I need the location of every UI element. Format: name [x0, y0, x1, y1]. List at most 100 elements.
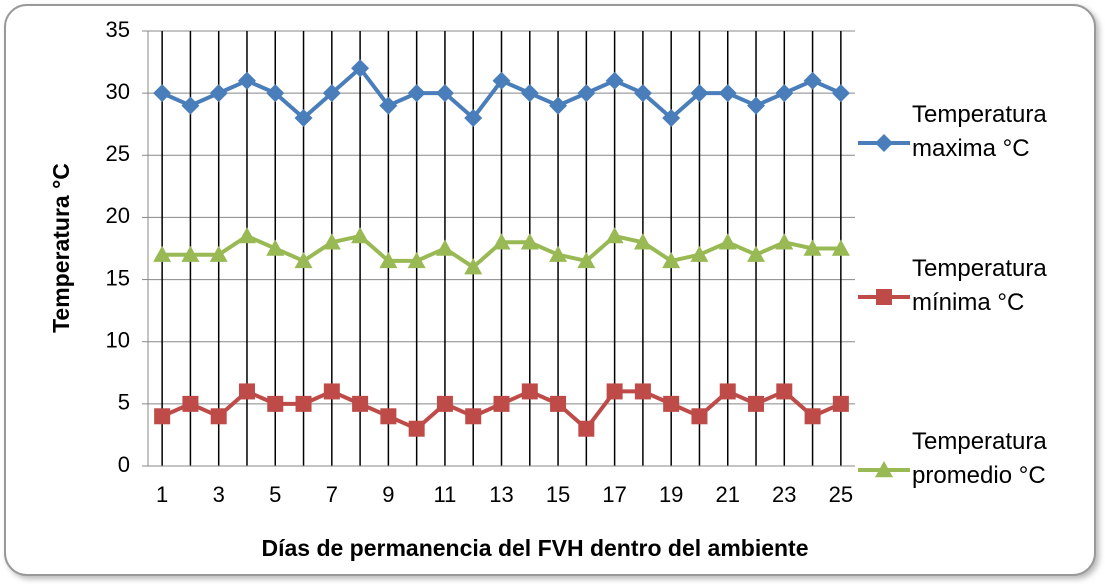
marker: [775, 84, 794, 103]
legend-label: Temperatura promedio °C: [912, 428, 1047, 489]
y-tick-label: 20: [106, 203, 130, 228]
marker: [294, 109, 313, 127]
legend-label: Temperatura maxima °C: [912, 101, 1047, 162]
marker: [352, 395, 369, 412]
legend-item: [858, 134, 910, 152]
marker: [182, 395, 199, 412]
marker: [266, 239, 285, 256]
marker: [464, 258, 483, 275]
x-tick-label: 5: [269, 482, 281, 507]
marker: [662, 109, 681, 127]
marker: [804, 408, 821, 425]
marker: [776, 383, 793, 400]
marker: [831, 239, 850, 256]
marker: [663, 395, 680, 412]
marker: [209, 84, 228, 103]
x-tick-label: 15: [546, 482, 570, 507]
marker: [520, 84, 539, 103]
marker: [435, 239, 454, 256]
marker: [719, 383, 736, 400]
marker: [718, 233, 737, 250]
x-axis-title: Días de permanencia del FVH dentro del a…: [261, 535, 808, 561]
legend-item: [858, 289, 910, 305]
marker: [465, 408, 482, 425]
marker: [294, 251, 313, 269]
marker: [322, 84, 341, 103]
marker: [210, 408, 227, 425]
legend-label: Temperatura mínima °C: [912, 255, 1047, 316]
x-tick-label: 25: [829, 482, 853, 507]
marker: [237, 71, 256, 90]
marker: [803, 71, 822, 90]
marker: [691, 408, 708, 425]
marker: [267, 395, 284, 412]
x-tick-label: 21: [715, 482, 739, 507]
x-tick-label: 17: [602, 482, 626, 507]
marker: [690, 245, 709, 262]
marker: [577, 84, 596, 103]
marker: [492, 233, 511, 250]
x-tick-label: 19: [659, 482, 683, 507]
x-tick-label: 1: [156, 482, 168, 507]
chart-border: [4, 4, 1096, 576]
marker: [633, 84, 652, 103]
marker: [322, 233, 341, 250]
marker: [606, 383, 623, 400]
marker: [379, 96, 398, 115]
marker: [379, 251, 398, 269]
x-tick-label: 9: [382, 482, 394, 507]
marker: [747, 245, 766, 262]
marker: [407, 84, 426, 103]
y-tick-label: 5: [118, 390, 130, 415]
marker: [718, 84, 737, 103]
marker: [408, 420, 425, 437]
marker: [605, 71, 624, 90]
marker: [803, 239, 822, 256]
marker: [747, 96, 766, 115]
marker: [577, 251, 596, 269]
y-axis-title: Temperatura °C: [48, 163, 74, 333]
marker: [493, 395, 510, 412]
marker: [181, 96, 200, 115]
marker: [436, 395, 453, 412]
y-tick-label: 0: [118, 452, 130, 477]
y-tick-label: 30: [106, 79, 130, 104]
marker: [690, 84, 709, 103]
y-tick-label: 15: [106, 265, 130, 290]
legend-marker: [875, 461, 893, 478]
marker: [237, 227, 256, 244]
marker: [521, 383, 538, 400]
x-tick-label: 23: [772, 482, 796, 507]
marker: [832, 395, 849, 412]
x-tick-label: 13: [489, 482, 513, 507]
marker: [549, 245, 568, 262]
legend-marker: [875, 134, 893, 152]
marker: [549, 96, 568, 115]
marker: [323, 383, 340, 400]
marker: [633, 233, 652, 250]
marker: [605, 227, 624, 244]
marker: [153, 84, 172, 103]
marker: [295, 395, 312, 412]
y-tick-label: 10: [106, 328, 130, 353]
marker: [153, 245, 172, 262]
marker: [578, 420, 595, 437]
marker: [238, 383, 255, 400]
x-tick-label: 7: [326, 482, 338, 507]
marker: [209, 245, 228, 262]
marker: [831, 84, 850, 103]
y-tick-label: 35: [106, 17, 130, 42]
marker: [154, 408, 171, 425]
marker: [748, 395, 765, 412]
marker: [380, 408, 397, 425]
legend-item: [858, 461, 910, 478]
marker: [407, 251, 426, 269]
marker: [435, 84, 454, 103]
y-tick-label: 25: [106, 141, 130, 166]
marker: [492, 71, 511, 90]
x-tick-label: 11: [434, 482, 457, 507]
marker: [634, 383, 651, 400]
marker: [464, 109, 483, 127]
